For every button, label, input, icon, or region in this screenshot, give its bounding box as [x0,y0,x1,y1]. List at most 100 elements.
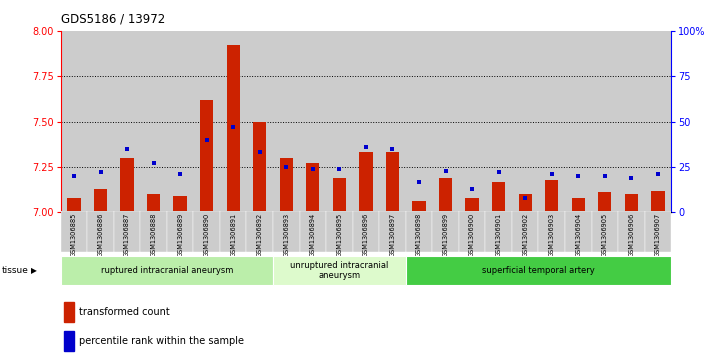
FancyBboxPatch shape [61,256,273,285]
Bar [486,31,512,212]
Bar [386,152,399,212]
Bar [466,198,478,212]
Bar [64,302,74,322]
Bar [147,194,160,212]
Bar [226,45,240,212]
Text: GSM1306899: GSM1306899 [443,213,448,257]
Bar [200,100,213,212]
Text: GSM1306906: GSM1306906 [628,213,634,257]
Bar [246,211,273,252]
Text: GSM1306903: GSM1306903 [549,213,555,257]
Text: percentile rank within the sample: percentile rank within the sample [79,336,244,346]
Bar [220,211,246,252]
Bar [379,211,406,252]
Bar [565,31,591,212]
Text: GSM1306898: GSM1306898 [416,213,422,257]
Bar [486,211,512,252]
Bar [61,31,87,212]
Bar [459,211,486,252]
Text: transformed count: transformed count [79,307,170,317]
Bar [645,31,671,212]
Bar [220,31,246,212]
Bar [618,211,645,252]
Text: GSM1306896: GSM1306896 [363,213,369,257]
Text: GSM1306894: GSM1306894 [310,213,316,257]
Text: ruptured intracranial aneurysm: ruptured intracranial aneurysm [101,266,233,275]
Text: GSM1306888: GSM1306888 [151,213,156,257]
Bar [413,201,426,212]
Text: GSM1306892: GSM1306892 [257,213,263,257]
Text: GSM1306891: GSM1306891 [230,213,236,257]
Bar [625,194,638,212]
Bar [193,31,220,212]
Bar [333,178,346,212]
Text: GSM1306886: GSM1306886 [98,213,104,257]
Bar [538,211,565,252]
Text: GSM1306887: GSM1306887 [124,213,130,257]
Text: GDS5186 / 13972: GDS5186 / 13972 [61,13,165,26]
Bar [326,31,353,212]
Bar [459,31,486,212]
Bar [273,211,300,252]
Text: GSM1306889: GSM1306889 [177,213,183,257]
Text: GSM1306893: GSM1306893 [283,213,289,257]
Text: tissue: tissue [2,266,29,275]
Bar [280,158,293,212]
Bar [598,192,611,212]
Text: GSM1306902: GSM1306902 [522,213,528,257]
Bar [492,182,506,212]
Bar [618,31,645,212]
Bar [439,178,452,212]
Bar [538,31,565,212]
Bar [518,194,532,212]
Bar [406,31,432,212]
Bar [114,211,141,252]
Text: GSM1306905: GSM1306905 [602,213,608,257]
Bar [64,331,74,351]
Bar [114,31,141,212]
Bar [432,31,459,212]
Bar [273,31,300,212]
Bar [94,189,107,212]
Text: GSM1306904: GSM1306904 [575,213,581,257]
Bar [359,152,373,212]
Bar [67,198,81,212]
Bar [512,211,538,252]
Bar [565,211,591,252]
Bar [253,122,266,212]
Bar [141,211,167,252]
Bar [246,31,273,212]
Bar [300,31,326,212]
Bar [591,31,618,212]
Bar [326,211,353,252]
Bar [645,211,671,252]
Bar [591,211,618,252]
Bar [87,211,114,252]
Bar [193,211,220,252]
Text: GSM1306885: GSM1306885 [71,213,77,257]
Text: GSM1306907: GSM1306907 [655,213,661,257]
Bar [167,211,193,252]
Text: unruptured intracranial
aneurysm: unruptured intracranial aneurysm [290,261,388,280]
Bar [379,31,406,212]
Bar [61,211,87,252]
Bar [512,31,538,212]
Bar [300,211,326,252]
Bar [141,31,167,212]
Text: GSM1306897: GSM1306897 [389,213,396,257]
Bar [432,211,459,252]
Text: GSM1306901: GSM1306901 [496,213,502,257]
Bar [572,198,585,212]
FancyBboxPatch shape [273,256,406,285]
Bar [306,163,319,212]
Bar [406,211,432,252]
Bar [174,196,187,212]
Text: ▶: ▶ [31,266,37,275]
Bar [545,180,558,212]
Text: superficial temporal artery: superficial temporal artery [482,266,595,275]
Bar [121,158,134,212]
FancyBboxPatch shape [406,256,671,285]
Bar [651,191,665,212]
Text: GSM1306900: GSM1306900 [469,213,475,257]
Bar [353,211,379,252]
